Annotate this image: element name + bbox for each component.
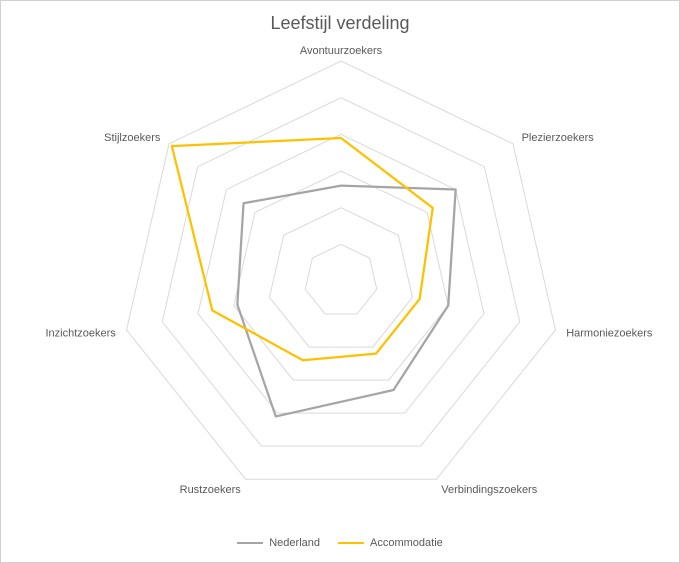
gridline-ring — [161, 97, 521, 447]
legend-item-accommodatie: Accommodatie — [338, 537, 443, 549]
series-line-nederland — [236, 184, 457, 418]
axis-label-plezierzoekers: Plezierzoekers — [522, 132, 595, 144]
axis-label-avontuurzoekers: Avontuurzoekers — [300, 45, 383, 57]
legend-swatch-nederland — [237, 542, 264, 544]
legend-label-accommodatie: Accommodatie — [370, 537, 443, 549]
gridline-ring — [304, 243, 378, 315]
axis-label-inzichtzoekers: Inzichtzoekers — [45, 327, 116, 339]
legend-label-nederland: Nederland — [269, 537, 320, 549]
gridline-ring — [197, 133, 485, 414]
axis-label-rustzoekers: Rustzoekers — [180, 484, 242, 496]
gridline-ring — [268, 207, 414, 348]
axis-label-verbindingszoekers: Verbindingszoekers — [441, 484, 538, 496]
axis-label-stijlzoekers: Stijlzoekers — [104, 132, 161, 144]
axis-label-harmoniezoekers: Harmoniezoekers — [566, 327, 653, 339]
legend: Nederland Accommodatie — [1, 537, 679, 549]
gridline-ring — [233, 170, 449, 381]
legend-item-nederland: Nederland — [237, 537, 320, 549]
gridline-ring — [125, 60, 557, 480]
chart-title: Leefstijl verdeling — [270, 13, 410, 33]
series-line-accommodatie — [170, 136, 434, 362]
legend-swatch-accommodatie — [338, 542, 364, 544]
